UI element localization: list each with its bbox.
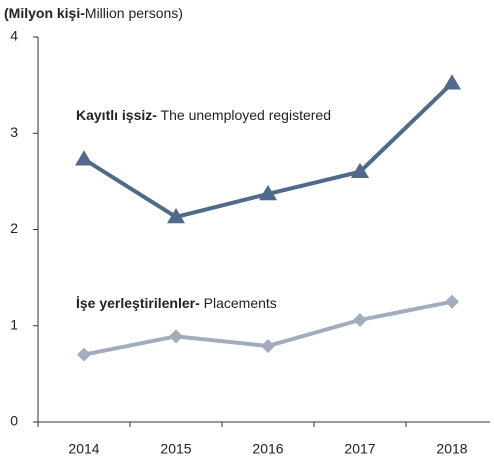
marker (169, 329, 183, 344)
y-tick-label: 2 (10, 220, 18, 236)
marker (261, 338, 275, 353)
y-axis-label: (Milyon kişi-Million persons) (4, 5, 183, 21)
y-tick-label: 3 (10, 124, 18, 140)
marker (351, 162, 369, 179)
series-name: Kayıtlı işsiz- (76, 107, 157, 123)
x-tick-label: 2017 (344, 441, 375, 457)
y-tick-label: 4 (10, 28, 18, 44)
marker (353, 312, 367, 327)
marker (443, 74, 461, 90)
marker (77, 347, 91, 362)
y-tick-label: 0 (10, 413, 18, 429)
series-description: Placements (200, 295, 277, 311)
series-description: The unemployed registered (157, 107, 331, 123)
x-tick-label: 2018 (436, 441, 467, 457)
marker (75, 150, 93, 166)
y-label-bold: (Milyon kişi- (4, 5, 85, 21)
marker (445, 294, 459, 309)
series-label: İşe yerleştirilenler- Placements (76, 295, 277, 311)
series-label: Kayıtlı işsiz- The unemployed registered (76, 107, 331, 123)
x-tick-label: 2016 (252, 441, 283, 457)
x-tick-label: 2015 (160, 441, 191, 457)
x-tick-label: 2014 (68, 441, 99, 457)
y-tick-label: 1 (10, 316, 18, 332)
marker (259, 184, 277, 201)
series-name: İşe yerleştirilenler- (76, 295, 200, 311)
y-label-text: Million persons) (85, 5, 183, 21)
marker (167, 207, 185, 224)
